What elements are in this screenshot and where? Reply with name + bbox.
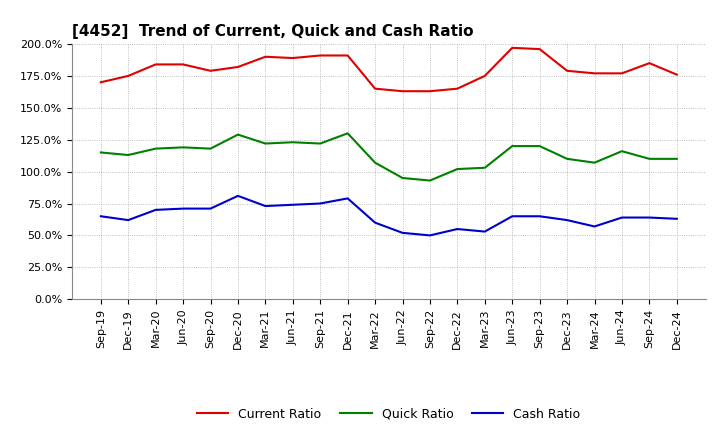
Cash Ratio [453, 226, 462, 231]
Quick Ratio [480, 165, 489, 170]
Current Ratio [453, 86, 462, 92]
Quick Ratio [672, 156, 681, 161]
Cash Ratio [672, 216, 681, 221]
Quick Ratio [536, 143, 544, 149]
Current Ratio [233, 64, 242, 70]
Cash Ratio [289, 202, 297, 207]
Current Ratio [343, 53, 352, 58]
Current Ratio [590, 71, 599, 76]
Quick Ratio [645, 156, 654, 161]
Quick Ratio [151, 146, 160, 151]
Current Ratio [316, 53, 325, 58]
Current Ratio [480, 73, 489, 78]
Line: Current Ratio: Current Ratio [101, 48, 677, 91]
Quick Ratio [261, 141, 270, 146]
Current Ratio [426, 88, 434, 94]
Cash Ratio [96, 214, 105, 219]
Quick Ratio [343, 131, 352, 136]
Cash Ratio [233, 193, 242, 198]
Current Ratio [672, 72, 681, 77]
Cash Ratio [343, 196, 352, 201]
Quick Ratio [590, 160, 599, 165]
Cash Ratio [206, 206, 215, 211]
Quick Ratio [233, 132, 242, 137]
Quick Ratio [124, 152, 132, 158]
Current Ratio [206, 68, 215, 73]
Cash Ratio [645, 215, 654, 220]
Text: [4452]  Trend of Current, Quick and Cash Ratio: [4452] Trend of Current, Quick and Cash … [72, 24, 474, 39]
Quick Ratio [206, 146, 215, 151]
Current Ratio [645, 60, 654, 66]
Current Ratio [563, 68, 572, 73]
Cash Ratio [590, 224, 599, 229]
Quick Ratio [508, 143, 516, 149]
Quick Ratio [289, 139, 297, 145]
Current Ratio [289, 55, 297, 61]
Current Ratio [96, 80, 105, 85]
Quick Ratio [398, 176, 407, 181]
Quick Ratio [563, 156, 572, 161]
Cash Ratio [480, 229, 489, 234]
Cash Ratio [371, 220, 379, 225]
Legend: Current Ratio, Quick Ratio, Cash Ratio: Current Ratio, Quick Ratio, Cash Ratio [192, 403, 585, 425]
Cash Ratio [316, 201, 325, 206]
Current Ratio [124, 73, 132, 78]
Current Ratio [151, 62, 160, 67]
Current Ratio [508, 45, 516, 51]
Quick Ratio [618, 149, 626, 154]
Current Ratio [261, 54, 270, 59]
Quick Ratio [316, 141, 325, 146]
Cash Ratio [563, 217, 572, 223]
Quick Ratio [179, 145, 187, 150]
Cash Ratio [508, 214, 516, 219]
Cash Ratio [179, 206, 187, 211]
Cash Ratio [261, 203, 270, 209]
Quick Ratio [371, 160, 379, 165]
Current Ratio [398, 88, 407, 94]
Cash Ratio [124, 217, 132, 223]
Cash Ratio [536, 214, 544, 219]
Cash Ratio [398, 230, 407, 235]
Cash Ratio [618, 215, 626, 220]
Quick Ratio [426, 178, 434, 183]
Cash Ratio [426, 233, 434, 238]
Line: Cash Ratio: Cash Ratio [101, 196, 677, 235]
Quick Ratio [453, 166, 462, 172]
Cash Ratio [151, 207, 160, 213]
Current Ratio [179, 62, 187, 67]
Current Ratio [371, 86, 379, 92]
Current Ratio [536, 47, 544, 52]
Line: Quick Ratio: Quick Ratio [101, 133, 677, 180]
Quick Ratio [96, 150, 105, 155]
Current Ratio [618, 71, 626, 76]
